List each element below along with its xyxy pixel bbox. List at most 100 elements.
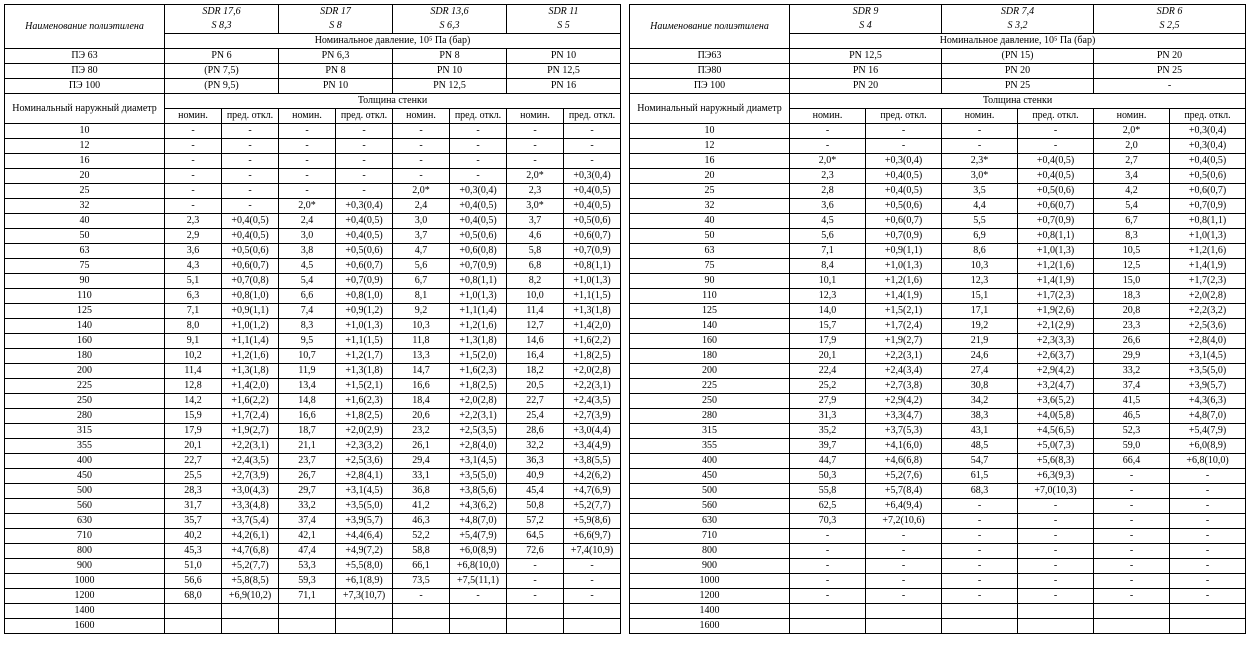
value-cell: 33,2 — [1094, 364, 1170, 379]
value-cell: 6,7 — [393, 274, 450, 289]
value-cell: 14,2 — [165, 394, 222, 409]
value-cell: 29,4 — [393, 454, 450, 469]
value-cell — [165, 619, 222, 634]
value-cell: 2,4 — [393, 199, 450, 214]
table-row: 758,4+1,0(1,3)10,3+1,2(1,6)12,5+1,4(1,9) — [630, 259, 1246, 274]
value-cell — [507, 619, 564, 634]
value-cell: +4,8(7,0) — [1170, 409, 1246, 424]
diameter-cell: 280 — [630, 409, 790, 424]
value-cell: 47,4 — [279, 544, 336, 559]
value-cell: +0,4(0,5) — [1018, 169, 1094, 184]
value-cell: 56,6 — [165, 574, 222, 589]
dev-header: пред. откл. — [1170, 109, 1246, 124]
value-cell: +5,6(8,3) — [1018, 454, 1094, 469]
value-cell: - — [507, 574, 564, 589]
value-cell: +0,6(0,7) — [222, 259, 279, 274]
pn-value: (PN 7,5) — [165, 64, 279, 79]
value-cell: - — [1170, 589, 1246, 604]
value-cell: 2,0 — [1094, 139, 1170, 154]
value-cell: +5,4(7,9) — [1170, 424, 1246, 439]
diameter-cell: 50 — [5, 229, 165, 244]
value-cell: 22,4 — [790, 364, 866, 379]
value-cell: +2,4(3,4) — [866, 364, 942, 379]
value-cell: 2,0* — [1094, 124, 1170, 139]
table-row: 45025,5+2,7(3,9)26,7+2,8(4,1)33,1+3,5(5,… — [5, 469, 621, 484]
diameter-cell: 1000 — [630, 574, 790, 589]
value-cell: 2,3* — [942, 154, 1018, 169]
value-cell: +4,6(6,8) — [866, 454, 942, 469]
value-cell: 35,2 — [790, 424, 866, 439]
value-cell: 2,9 — [165, 229, 222, 244]
value-cell: 62,5 — [790, 499, 866, 514]
pn-value: PN 16 — [507, 79, 621, 94]
table-row: 404,5+0,6(0,7)5,5+0,7(0,9)6,7+0,8(1,1) — [630, 214, 1246, 229]
diameter-cell: 710 — [5, 529, 165, 544]
value-cell: +0,8(1,0) — [222, 289, 279, 304]
value-cell: +6,4(9,4) — [866, 499, 942, 514]
value-cell: +7,0(10,3) — [1018, 484, 1094, 499]
value-cell: 55,8 — [790, 484, 866, 499]
sdr-header: SDR 17S 8 — [279, 5, 393, 34]
value-cell: +0,8(1,1) — [1170, 214, 1246, 229]
value-cell: +0,4(0,5) — [222, 229, 279, 244]
diameter-cell: 140 — [630, 319, 790, 334]
value-cell: - — [336, 139, 393, 154]
table-row: 252,8+0,4(0,5)3,5+0,5(0,6)4,2+0,6(0,7) — [630, 184, 1246, 199]
value-cell: 16,6 — [393, 379, 450, 394]
value-cell: 66,4 — [1094, 454, 1170, 469]
value-cell: +7,2(10,6) — [866, 514, 942, 529]
value-cell: - — [222, 199, 279, 214]
value-cell: 17,9 — [165, 424, 222, 439]
value-cell — [393, 604, 450, 619]
pn-value: PN 6 — [165, 49, 279, 64]
value-cell: - — [1094, 544, 1170, 559]
value-cell: - — [1094, 469, 1170, 484]
value-cell: +2,3(3,2) — [336, 439, 393, 454]
pn-value: PN 20 — [790, 79, 942, 94]
value-cell: +5,7(8,4) — [866, 484, 942, 499]
value-cell: +2,5(3,6) — [336, 454, 393, 469]
value-cell: - — [507, 154, 564, 169]
value-cell: - — [450, 139, 507, 154]
table-row: 56062,5+6,4(9,4)---- — [630, 499, 1246, 514]
diameter-cell: 225 — [5, 379, 165, 394]
value-cell: +0,7(0,9) — [450, 259, 507, 274]
value-cell: 9,1 — [165, 334, 222, 349]
value-cell: 2,3 — [790, 169, 866, 184]
value-cell: - — [165, 169, 222, 184]
value-cell: +2,0(2,8) — [450, 394, 507, 409]
table-row: 1400 — [630, 604, 1246, 619]
value-cell: +0,9(1,1) — [222, 304, 279, 319]
value-cell: - — [336, 184, 393, 199]
value-cell: 25,4 — [507, 409, 564, 424]
nom-header: номин. — [165, 109, 222, 124]
pn-value: PN 25 — [942, 79, 1094, 94]
value-cell: +1,4(1,9) — [1170, 259, 1246, 274]
value-cell: - — [393, 589, 450, 604]
value-cell: 6,6 — [279, 289, 336, 304]
pe-label: ПЭ63 — [630, 49, 790, 64]
value-cell: 20,8 — [1094, 304, 1170, 319]
value-cell: 26,1 — [393, 439, 450, 454]
value-cell: +1,2(1,6) — [1170, 244, 1246, 259]
table-row: 20------2,0*+0,3(0,4) — [5, 169, 621, 184]
value-cell: +4,7(6,8) — [222, 544, 279, 559]
value-cell: 8,1 — [393, 289, 450, 304]
value-cell: +0,7(0,9) — [866, 229, 942, 244]
pn-value: PN 8 — [393, 49, 507, 64]
value-cell: +0,4(0,5) — [564, 199, 621, 214]
diameter-cell: 250 — [5, 394, 165, 409]
value-cell: +0,3(0,4) — [336, 199, 393, 214]
value-cell: +2,6(3,7) — [1018, 349, 1094, 364]
value-cell: - — [450, 124, 507, 139]
value-cell: - — [942, 589, 1018, 604]
value-cell: 23,3 — [1094, 319, 1170, 334]
table-row: 20011,4+1,3(1,8)11,9+1,3(1,8)14,7+1,6(2,… — [5, 364, 621, 379]
diameter-cell: 800 — [630, 544, 790, 559]
value-cell: 11,8 — [393, 334, 450, 349]
value-cell: +5,4(7,9) — [450, 529, 507, 544]
value-cell: 5,8 — [507, 244, 564, 259]
pn-value: PN 20 — [1094, 49, 1246, 64]
value-cell: 25,5 — [165, 469, 222, 484]
value-cell: 8,3 — [1094, 229, 1170, 244]
